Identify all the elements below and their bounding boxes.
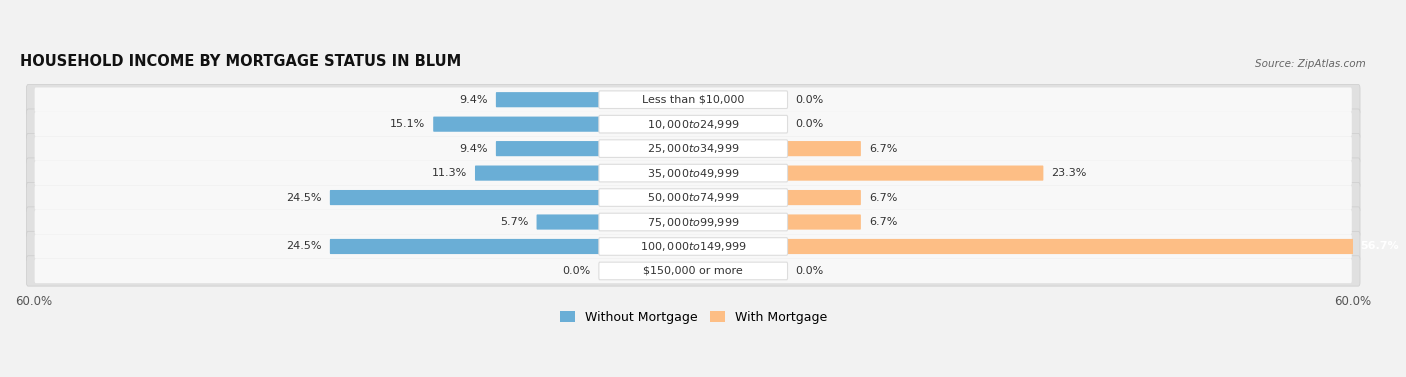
FancyBboxPatch shape [35, 185, 1351, 210]
FancyBboxPatch shape [330, 190, 600, 205]
Text: 0.0%: 0.0% [796, 266, 824, 276]
FancyBboxPatch shape [496, 141, 600, 156]
FancyBboxPatch shape [599, 140, 787, 158]
Text: $35,000 to $49,999: $35,000 to $49,999 [647, 167, 740, 179]
Text: 6.7%: 6.7% [869, 144, 897, 154]
FancyBboxPatch shape [786, 166, 1043, 181]
Text: 0.0%: 0.0% [796, 95, 824, 105]
Text: 23.3%: 23.3% [1052, 168, 1087, 178]
Text: Less than $10,000: Less than $10,000 [643, 95, 744, 105]
FancyBboxPatch shape [27, 133, 1360, 164]
FancyBboxPatch shape [786, 239, 1406, 254]
Text: $75,000 to $99,999: $75,000 to $99,999 [647, 216, 740, 228]
Text: 56.7%: 56.7% [1361, 242, 1399, 251]
Text: $50,000 to $74,999: $50,000 to $74,999 [647, 191, 740, 204]
FancyBboxPatch shape [27, 231, 1360, 262]
FancyBboxPatch shape [35, 161, 1351, 185]
FancyBboxPatch shape [27, 256, 1360, 286]
FancyBboxPatch shape [786, 190, 860, 205]
Text: Source: ZipAtlas.com: Source: ZipAtlas.com [1256, 59, 1367, 69]
Text: 0.0%: 0.0% [562, 266, 591, 276]
FancyBboxPatch shape [496, 92, 600, 107]
FancyBboxPatch shape [599, 115, 787, 133]
FancyBboxPatch shape [35, 259, 1351, 283]
FancyBboxPatch shape [599, 238, 787, 255]
Legend: Without Mortgage, With Mortgage: Without Mortgage, With Mortgage [554, 306, 832, 329]
FancyBboxPatch shape [35, 210, 1351, 234]
Text: $25,000 to $34,999: $25,000 to $34,999 [647, 142, 740, 155]
Text: 6.7%: 6.7% [869, 217, 897, 227]
Text: 11.3%: 11.3% [432, 168, 467, 178]
FancyBboxPatch shape [35, 87, 1351, 112]
Text: $100,000 to $149,999: $100,000 to $149,999 [640, 240, 747, 253]
Text: 9.4%: 9.4% [460, 95, 488, 105]
FancyBboxPatch shape [27, 207, 1360, 237]
Text: 24.5%: 24.5% [285, 242, 322, 251]
FancyBboxPatch shape [786, 215, 860, 230]
FancyBboxPatch shape [786, 141, 860, 156]
Text: HOUSEHOLD INCOME BY MORTGAGE STATUS IN BLUM: HOUSEHOLD INCOME BY MORTGAGE STATUS IN B… [20, 54, 461, 69]
FancyBboxPatch shape [599, 189, 787, 206]
Text: 15.1%: 15.1% [389, 119, 425, 129]
Text: 0.0%: 0.0% [796, 119, 824, 129]
FancyBboxPatch shape [599, 262, 787, 280]
FancyBboxPatch shape [599, 164, 787, 182]
Text: 9.4%: 9.4% [460, 144, 488, 154]
FancyBboxPatch shape [599, 91, 787, 109]
FancyBboxPatch shape [27, 182, 1360, 213]
Text: 5.7%: 5.7% [501, 217, 529, 227]
Text: 24.5%: 24.5% [285, 193, 322, 202]
FancyBboxPatch shape [35, 136, 1351, 161]
FancyBboxPatch shape [35, 234, 1351, 259]
FancyBboxPatch shape [27, 84, 1360, 115]
FancyBboxPatch shape [475, 166, 600, 181]
FancyBboxPatch shape [537, 215, 600, 230]
FancyBboxPatch shape [35, 112, 1351, 136]
Text: $150,000 or more: $150,000 or more [644, 266, 744, 276]
Text: 6.7%: 6.7% [869, 193, 897, 202]
FancyBboxPatch shape [433, 116, 600, 132]
FancyBboxPatch shape [330, 239, 600, 254]
Text: $10,000 to $24,999: $10,000 to $24,999 [647, 118, 740, 131]
FancyBboxPatch shape [27, 109, 1360, 139]
FancyBboxPatch shape [599, 213, 787, 231]
FancyBboxPatch shape [27, 158, 1360, 188]
